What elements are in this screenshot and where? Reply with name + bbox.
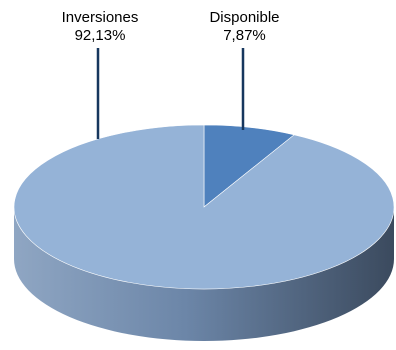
pie-side bbox=[14, 207, 394, 341]
slice-name-inversiones: Inversiones bbox=[61, 9, 139, 26]
slice-name-disponible: Disponible bbox=[209, 9, 280, 26]
slice-label-disponible: Disponible 7,87% bbox=[197, 9, 292, 45]
pie-slice-inversiones bbox=[13, 124, 395, 290]
slice-value-disponible: 7,87% bbox=[223, 27, 266, 44]
slice-label-inversiones: Inversiones 92,13% bbox=[50, 9, 150, 45]
pie-slice-disponible bbox=[203, 124, 295, 208]
slice-value-inversiones: 92,13% bbox=[74, 27, 126, 44]
